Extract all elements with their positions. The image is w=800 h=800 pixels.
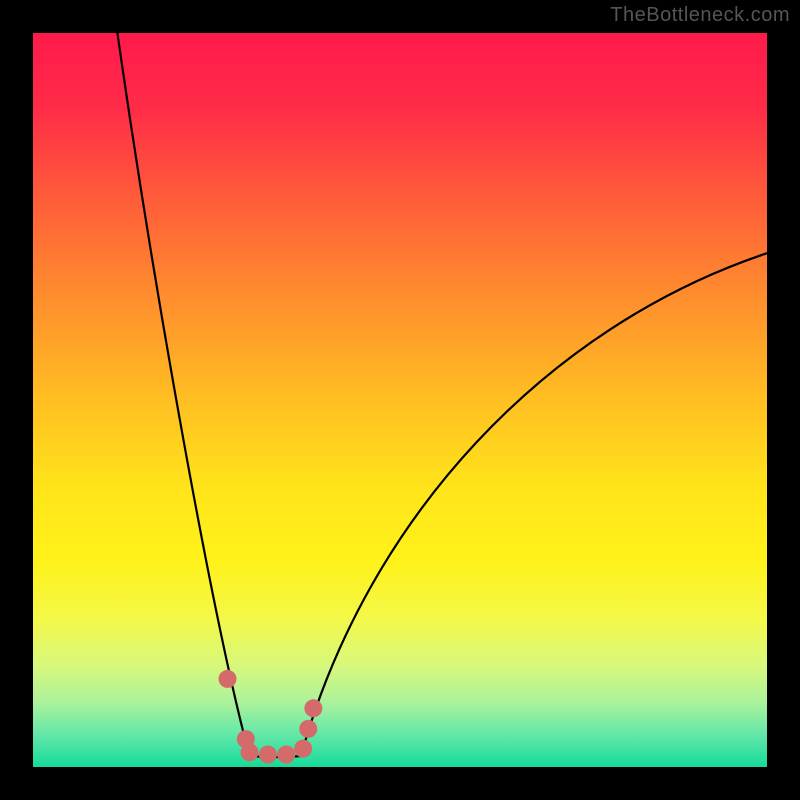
chart-background-gradient	[33, 33, 767, 767]
bottleneck-chart	[0, 0, 800, 800]
data-marker	[259, 746, 277, 764]
data-marker	[294, 740, 312, 758]
data-marker	[241, 743, 259, 761]
data-marker	[299, 720, 317, 738]
watermark-text: TheBottleneck.com	[610, 4, 790, 27]
data-marker	[304, 699, 322, 717]
data-marker	[219, 670, 237, 688]
data-marker	[277, 746, 295, 764]
